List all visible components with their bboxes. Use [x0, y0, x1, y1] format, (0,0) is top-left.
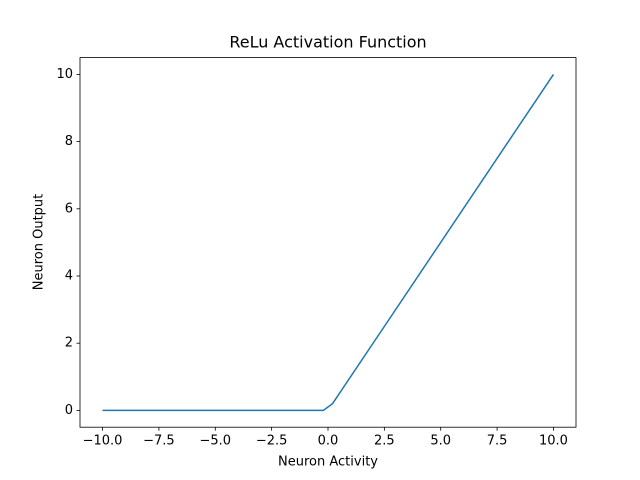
x-tick-label: −5.0: [199, 434, 231, 449]
x-tick-label: −7.5: [143, 434, 175, 449]
y-tick-label: 10: [56, 67, 73, 82]
x-tick-label: 10.0: [539, 434, 568, 449]
line-series: [102, 73, 555, 412]
x-tick-label: 7.5: [487, 434, 508, 449]
axes-frame: [79, 57, 577, 428]
x-tick-label: 2.5: [374, 434, 395, 449]
x-tick-label: 5.0: [430, 434, 451, 449]
y-axis-label: Neuron Output: [32, 194, 47, 291]
y-tick-label: 6: [65, 201, 73, 216]
y-tick-label: 2: [65, 336, 73, 351]
x-tick-label: 0.0: [318, 434, 339, 449]
y-tick-label: 0: [65, 403, 73, 418]
chart-title: ReLu Activation Function: [229, 33, 426, 52]
x-axis-label: Neuron Activity: [278, 455, 378, 470]
x-tick-label: −10.0: [83, 434, 123, 449]
y-tick-label: 8: [65, 134, 73, 149]
y-tick-label: 4: [65, 269, 73, 284]
x-tick-label: −2.5: [256, 434, 288, 449]
